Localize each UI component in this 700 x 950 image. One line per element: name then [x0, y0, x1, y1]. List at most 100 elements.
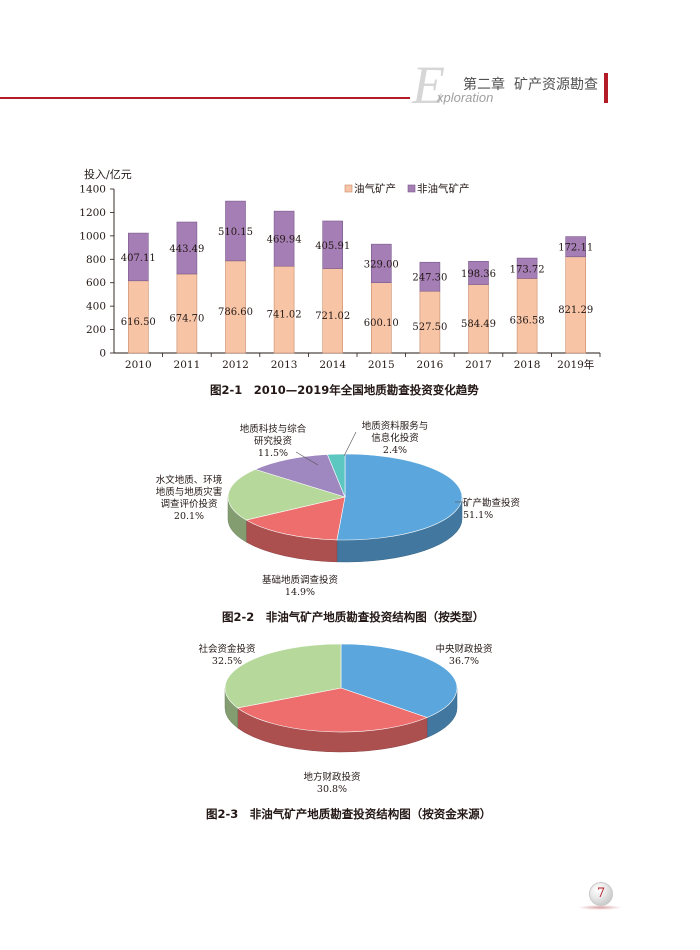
- x-tick-label: 2015: [368, 359, 395, 371]
- pie1-slice: [227, 469, 347, 521]
- bar-non-oil-gas: [565, 236, 587, 258]
- bar-non-oil-gas-value-label: 469.94: [267, 235, 302, 246]
- pie1-label-hydro-line3: 调查评价投资: [160, 499, 218, 510]
- pie1-label-data-line2: 信息化投资: [371, 433, 419, 444]
- bar-non-oil-gas: [516, 257, 538, 279]
- y-tick-label: 1400: [79, 184, 106, 196]
- bar-non-oil-gas-value-label: 405.91: [315, 241, 350, 252]
- y-tick-label: 600: [86, 277, 106, 289]
- bar-non-oil-gas-value-label: 198.36: [461, 269, 496, 280]
- bar-non-oil-gas: [128, 232, 149, 282]
- x-tick-label: 2012: [222, 359, 249, 371]
- bar-oil-gas-value-label: 636.58: [510, 316, 545, 327]
- header-big-letter: E: [412, 55, 445, 115]
- x-tick-label: 2011: [174, 359, 201, 371]
- bar-oil-gas-value-label: 741.02: [267, 310, 302, 321]
- header-rule: [0, 97, 410, 99]
- bar-non-oil-gas-value-label: 247.30: [412, 273, 447, 284]
- page-number-shadow: [578, 905, 622, 910]
- bar-non-oil-gas: [322, 220, 344, 269]
- bar-non-oil-gas-value-label: 407.11: [121, 253, 156, 264]
- bar-oil-gas-value-label: 786.60: [218, 307, 253, 318]
- pie1-label-research-line1: 地质科技与综合: [239, 424, 307, 435]
- pie1-label-data-line1: 地质资料服务与: [361, 421, 429, 432]
- pie2-label-social-pct: 32.5%: [211, 656, 243, 667]
- x-tick-label: 2017: [465, 359, 492, 371]
- pie1-leader-line: [295, 451, 319, 466]
- pie2-label-social: 社会资金投资 32.5%: [187, 644, 267, 668]
- bar-oil-gas-value-label: 721.02: [315, 311, 350, 322]
- bar-oil-gas-value-label: 600.10: [364, 318, 399, 329]
- header-accent-bar: [604, 73, 608, 103]
- pie2-label-social-name: 社会资金投资: [198, 644, 256, 655]
- bar-oil-gas-value-label: 616.50: [121, 317, 156, 328]
- bar-non-oil-gas: [370, 243, 392, 284]
- pie2-label-local-pct: 30.8%: [316, 784, 348, 795]
- bar-non-oil-gas-value-label: 173.72: [510, 264, 545, 275]
- bar-non-oil-gas: [468, 260, 489, 285]
- bar-oil-gas-value-label: 821.29: [558, 305, 593, 316]
- pie1-slice: [245, 496, 346, 541]
- pie2-label-local: 地方财政投资 30.8%: [292, 772, 372, 796]
- pie-chart-source: [224, 643, 458, 753]
- bar-non-oil-gas-value-label: 443.49: [169, 244, 204, 255]
- pie1-label-hydro-line1: 水文地质、环境: [155, 475, 223, 486]
- pie1-label-research-line2: 研究投资: [253, 436, 292, 447]
- bar-oil-gas-value-label: 674.70: [169, 313, 204, 324]
- pie1-label-mineral-pct: 51.1%: [463, 510, 494, 521]
- y-axis-label: 投入/亿元: [84, 167, 132, 181]
- pie1-slice: [254, 454, 346, 498]
- x-tick-label: 2018: [514, 359, 541, 371]
- pie1-label-mineral-name: 矿产勘查投资: [463, 498, 521, 509]
- pie1-label-basic-name: 基础地质调查投资: [261, 575, 338, 586]
- x-tick-label: 2013: [271, 359, 298, 371]
- pie1-label-research: 地质科技与综合 研究投资 11.5%: [229, 424, 317, 460]
- pie2-label-central-name: 中央财政投资: [435, 644, 493, 655]
- pie1-leader-line: [343, 431, 357, 457]
- pie1-slice: [336, 453, 463, 541]
- y-tick-label: 1200: [79, 207, 106, 219]
- pie1-label-hydro-pct: 20.1%: [173, 511, 205, 522]
- x-tick-label: 2019年: [557, 358, 594, 371]
- bar-oil-gas-value-label: 527.50: [412, 322, 447, 333]
- pie1-label-data: 地质资料服务与 信息化投资 2.4%: [354, 421, 436, 457]
- pie1-label-research-pct: 11.5%: [257, 448, 289, 459]
- pie1-label-mineral: 矿产勘查投资 51.1%: [463, 498, 520, 522]
- bar-non-oil-gas: [419, 261, 441, 292]
- pie-chart-type: [227, 431, 463, 563]
- pie2-label-central-pct: 36.7%: [448, 656, 480, 667]
- bar-oil-gas-value-label: 584.49: [461, 319, 496, 330]
- pie2-label-local-name: 地方财政投资: [303, 772, 361, 783]
- section-title: 矿产资源勘查: [514, 77, 598, 93]
- x-tick-label: 2010: [125, 359, 152, 371]
- bar-non-oil-gas-value-label: 329.00: [364, 259, 399, 270]
- x-tick-label: 2016: [417, 359, 444, 371]
- bar-chart-caption: 图2-1 2010—2019年全国地质勘查投资变化趋势: [210, 383, 479, 397]
- pie1-caption: 图2-2 非油气矿产地质勘查投资结构图（按类型）: [222, 610, 485, 624]
- legend-swatch: [407, 184, 416, 193]
- header-subtitle: xploration: [437, 90, 494, 105]
- y-tick-label: 0: [99, 348, 106, 360]
- pie2-slice: [340, 643, 458, 718]
- pie1-label-basic-pct: 14.9%: [284, 587, 316, 598]
- legend-label: 非油气矿产: [417, 182, 470, 195]
- bar-non-oil-gas: [225, 200, 246, 262]
- chapter-label: 第二章: [463, 77, 505, 93]
- y-tick-label: 800: [86, 254, 106, 266]
- legend-label: 油气矿产: [354, 182, 396, 195]
- y-tick-label: 1000: [79, 230, 106, 242]
- page-number: 7: [589, 882, 613, 906]
- bar-non-oil-gas-value-label: 510.15: [218, 227, 253, 238]
- pie1-label-hydro: 水文地质、环境 地质与地质灾害 调查评价投资 20.1%: [133, 475, 245, 523]
- pie1-label-data-pct: 2.4%: [382, 445, 408, 456]
- pie2-slice: [224, 643, 342, 709]
- y-tick-label: 200: [86, 324, 106, 336]
- bar-non-oil-gas: [176, 221, 198, 275]
- bar-non-oil-gas: [273, 210, 295, 267]
- bar-non-oil-gas-value-label: 172.11: [558, 243, 593, 254]
- x-tick-label: 2014: [319, 359, 346, 371]
- y-tick-label: 400: [86, 301, 106, 313]
- bar-chart: 投入/亿元 0 200 400 600 800 1000 1200 1400 616.50 407.…: [79, 167, 601, 371]
- pie1-label-hydro-line2: 地质与地质灾害: [155, 487, 223, 498]
- pie2-label-central: 中央财政投资 36.7%: [424, 644, 504, 668]
